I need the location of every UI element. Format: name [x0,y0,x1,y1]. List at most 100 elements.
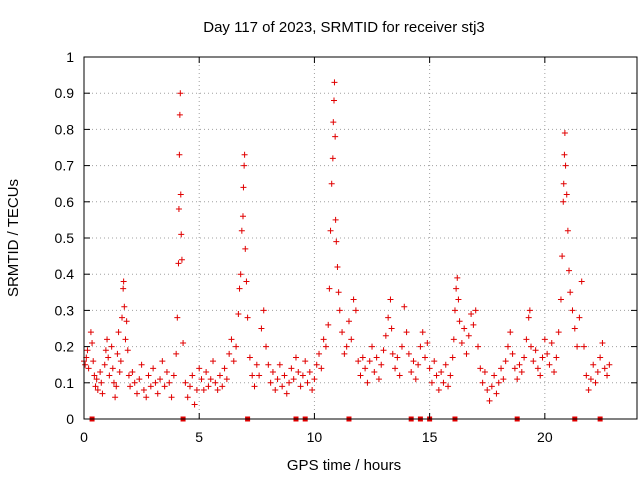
data-point [528,343,535,350]
data-point [325,321,332,328]
data-point [114,350,121,357]
data-point [316,350,323,357]
data-point [537,372,544,379]
data-point [91,372,98,379]
data-point [523,336,530,343]
data-point [563,191,570,198]
data-point [260,307,267,314]
data-point [454,274,461,281]
data-point [392,365,399,372]
x-tick-label: 0 [80,429,88,445]
y-tick-label: 0.6 [55,194,75,210]
data-point [219,383,226,390]
data-point [428,379,435,386]
data-point [143,394,150,401]
data-point [152,379,159,386]
data-point [115,329,122,336]
data-point [120,278,127,285]
data-point [530,358,537,365]
data-point [532,347,539,354]
data-point [470,321,477,328]
data-point [375,376,382,383]
data-point [283,390,290,397]
data-point [504,343,511,350]
data-point [140,387,147,394]
data-point [127,383,134,390]
data-point [458,339,465,346]
data-point [223,376,230,383]
data-point [345,318,352,325]
data-point [251,383,258,390]
data-point [445,383,452,390]
data-point [269,368,276,375]
data-point [461,325,468,332]
data-point [431,358,438,365]
data-point [592,379,599,386]
data-point [246,354,253,361]
data-point [433,372,440,379]
data-point [561,151,568,158]
data-point [237,271,244,278]
data-point [426,365,433,372]
data-point [331,79,338,86]
data-point [561,130,568,137]
data-point [526,307,533,314]
data-point [362,365,369,372]
data-point [89,339,96,346]
data-point [566,267,573,274]
data-point [352,307,359,314]
data-point [235,311,242,318]
data-point [173,350,180,357]
y-tick-label: 0.2 [55,339,75,355]
data-point [228,336,235,343]
data-point [551,368,558,375]
data-point [292,354,299,361]
data-point [177,191,184,198]
data-point [203,368,210,375]
data-point [230,358,237,365]
data-point [226,350,233,357]
data-point [121,303,128,310]
data-point [488,383,495,390]
data-point [333,238,340,245]
data-point [108,343,115,350]
data-point [534,365,541,372]
data-point [176,111,183,118]
data-point [304,379,311,386]
data-point [350,296,357,303]
data-point [581,343,588,350]
data-point [84,347,91,354]
data-point [555,329,562,336]
data-point [334,263,341,270]
data-point [440,379,447,386]
data-point [327,227,334,234]
data-point [606,361,613,368]
data-point [453,285,460,292]
data-point [339,329,346,336]
data-point [355,358,362,365]
data-point [112,394,119,401]
data-point [122,336,129,343]
data-point [166,379,173,386]
data-point [456,318,463,325]
data-point [138,361,145,368]
data-point [258,325,265,332]
data-point [311,376,318,383]
data-point [463,350,470,357]
data-point [136,376,143,383]
y-tick-label: 0.4 [55,266,75,282]
data-point [290,376,297,383]
data-point [279,383,286,390]
data-point [394,354,401,361]
data-point [221,365,228,372]
data-point [405,350,412,357]
data-point [320,336,327,343]
data-point [332,133,339,140]
data-point [214,387,221,394]
data-point [560,198,567,205]
data-point [553,354,560,361]
data-point [539,354,546,361]
data-point [502,358,509,365]
data-point [163,368,170,375]
data-point [475,343,482,350]
